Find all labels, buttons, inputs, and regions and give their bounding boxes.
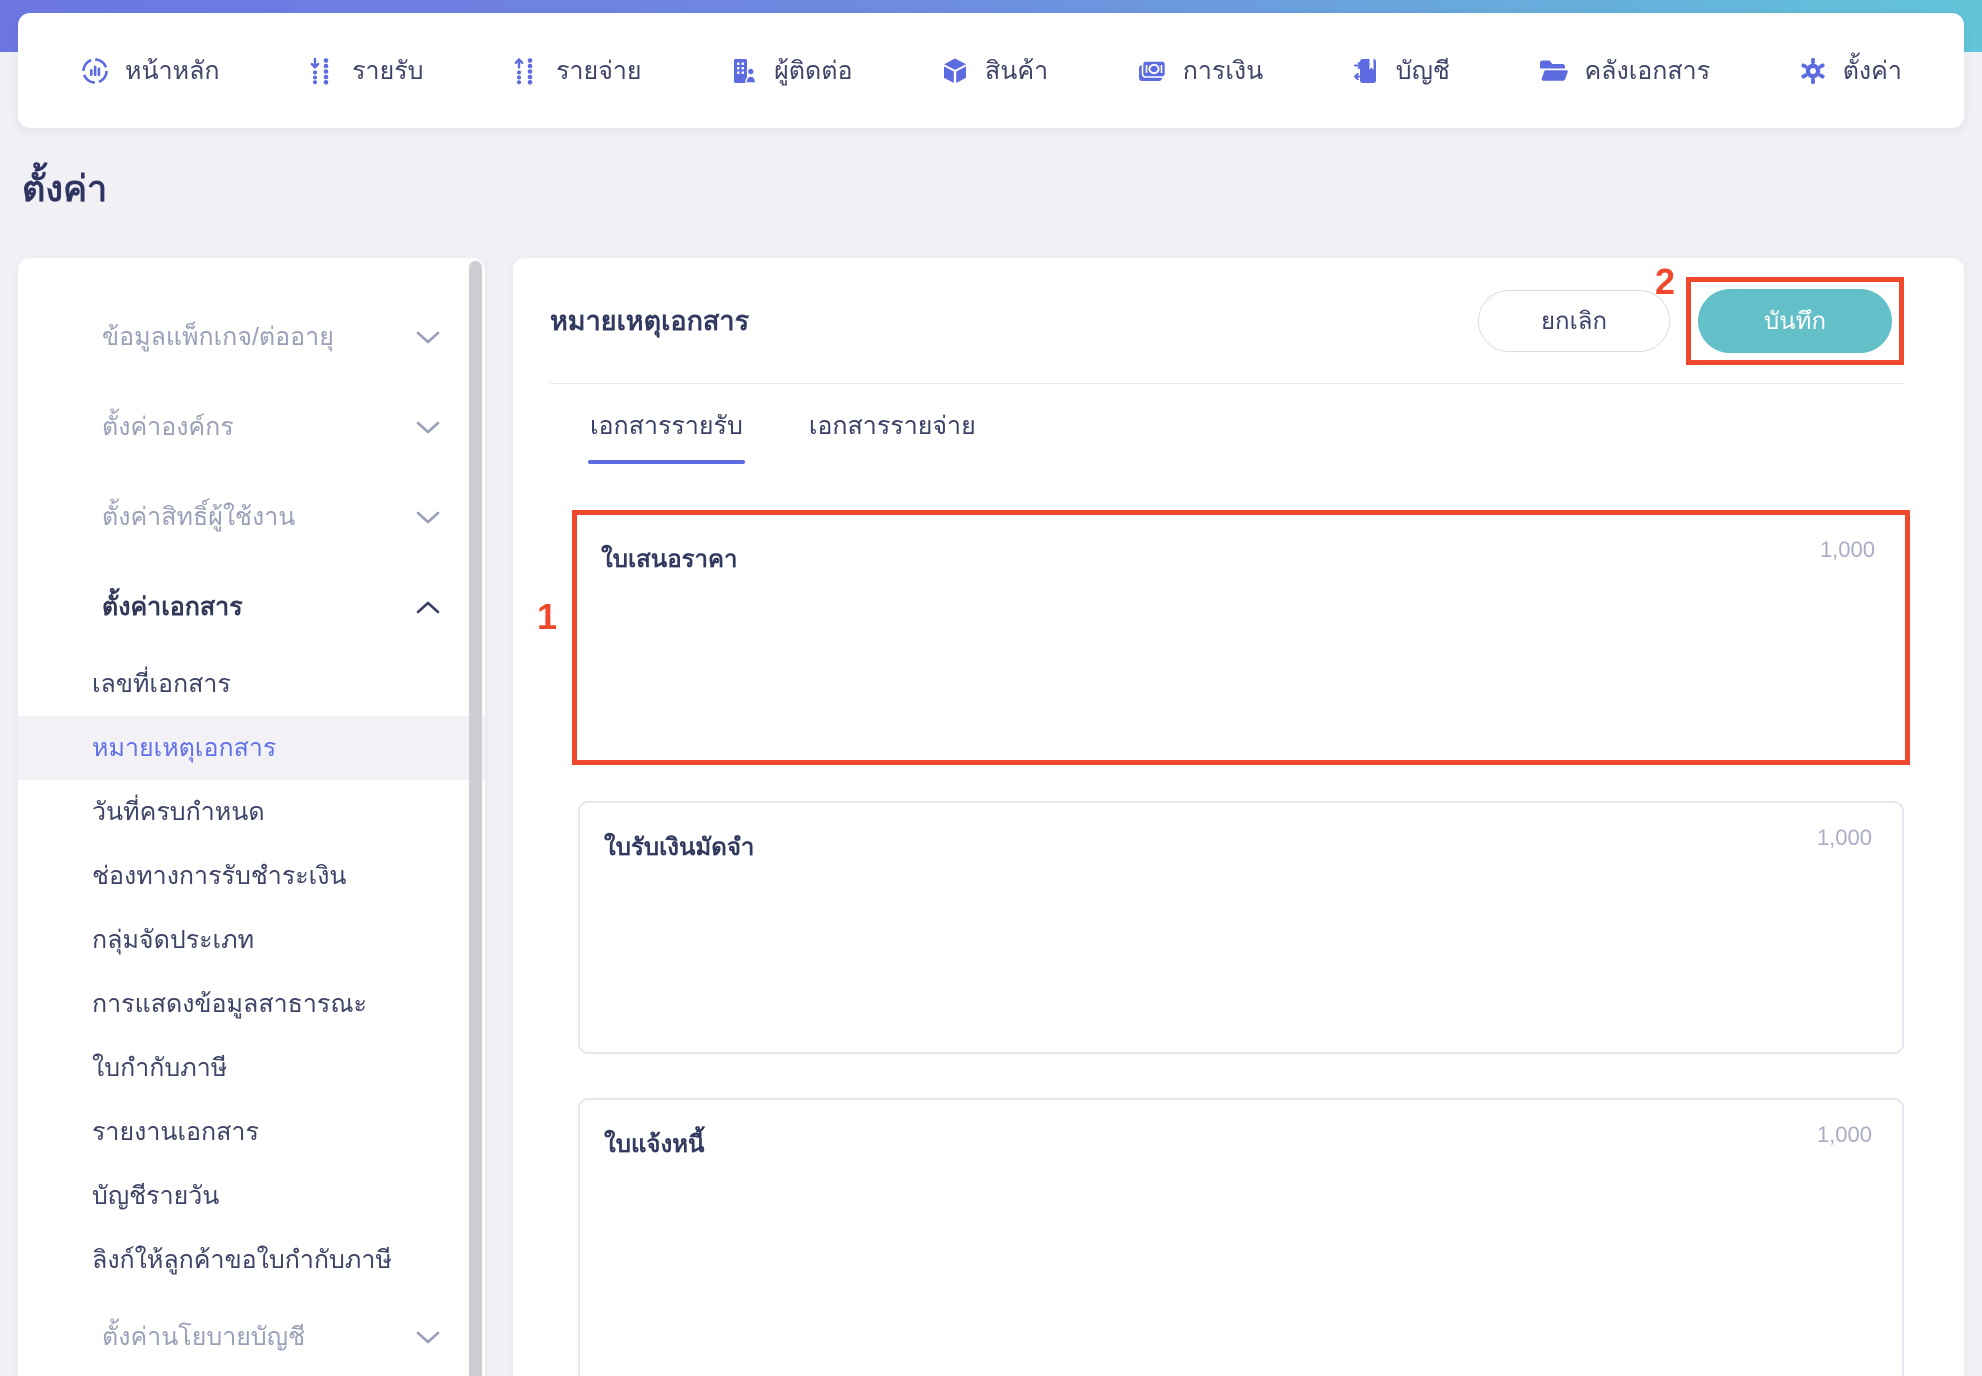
deposit-receipt-char-counter: 1,000 <box>1816 825 1872 850</box>
income-icon <box>310 57 329 85</box>
panel-title: หมายเหตุเอกสาร <box>550 306 750 336</box>
sidebar-scrollbar-thumb[interactable] <box>469 261 482 1376</box>
panel-header: หมายเหตุเอกสาร ยกเลิก 2 บันทึก <box>550 258 1904 383</box>
nav-item-products[interactable]: สินค้า <box>940 51 1048 91</box>
sidebar-item-daily-journal[interactable]: บัญชีรายวัน <box>92 1182 220 1210</box>
nav-item-label: ผู้ติดต่อ <box>774 56 853 85</box>
nav-item-label: ตั้งค่า <box>1842 56 1902 85</box>
panel-actions: ยกเลิก 2 บันทึก <box>1478 263 1904 365</box>
nav-item-document-storage[interactable]: คลังเอกสาร <box>1537 51 1710 91</box>
sidebar-item-document-notes[interactable]: หมายเหตุเอกสาร <box>18 716 485 780</box>
nav-item-label: บัญชี <box>1395 56 1450 85</box>
nav-item-finance[interactable]: การเงิน <box>1136 51 1263 91</box>
annotation-step-2: 2 <box>1655 260 1676 302</box>
accounting-icon <box>1353 58 1376 83</box>
nav-item-income[interactable]: รายรับ <box>307 51 424 91</box>
sidebar-item-public-info[interactable]: การแสดงข้อมูลสาธารณะ <box>92 990 367 1018</box>
sidebar-item-document-reports[interactable]: รายงานเอกสาร <box>92 1118 259 1146</box>
sidebar-item-tax-invoice[interactable]: ใบกำกับภาษี <box>92 1054 228 1082</box>
sidebar-group-accounting-policy[interactable]: ตั้งค่านโยบายบัญชี <box>18 1292 485 1376</box>
tab-expense-documents[interactable]: เอกสารรายจ่าย <box>808 412 976 440</box>
deposit-receipt-note-label: ใบรับเงินมัดจำ <box>604 834 755 861</box>
chevron-down-icon <box>416 421 440 434</box>
deposit-receipt-note-textarea[interactable]: ใบรับเงินมัดจำ 1,000 <box>578 801 1904 1054</box>
nav-item-label: สินค้า <box>985 56 1049 85</box>
nav-item-label: รายรับ <box>352 56 424 85</box>
sidebar-item-tax-invoice-request-link[interactable]: ลิงก์ให้ลูกค้าขอใบกำกับภาษี <box>92 1246 392 1274</box>
contacts-icon <box>734 58 757 84</box>
page-title: ตั้งค่า <box>22 168 108 209</box>
invoice-note-textarea[interactable]: ใบแจ้งหนี้ 1,000 <box>578 1098 1904 1376</box>
quotation-note-textarea[interactable]: ใบเสนอราคา 1,000 <box>577 515 1905 760</box>
note-fields: 1 ใบเสนอราคา 1,000 ใบรับเงินมัดจำ 1,000 … <box>537 510 1910 1376</box>
settings-icon <box>1801 57 1825 84</box>
top-navigation: หน้าหลัก รายรับ รายจ่าย <box>18 13 1964 128</box>
sidebar-item-due-date[interactable]: วันที่ครบกำหนด <box>92 798 265 826</box>
document-storage-icon <box>1540 60 1570 82</box>
sidebar-group-organization[interactable]: ตั้งค่าองค์กร <box>18 382 485 472</box>
nav-item-settings[interactable]: ตั้งค่า <box>1798 51 1902 91</box>
cancel-button[interactable]: ยกเลิก <box>1478 289 1670 352</box>
products-icon <box>944 58 967 83</box>
nav-item-label: คลังเอกสาร <box>1584 56 1711 85</box>
expense-icon <box>514 57 533 85</box>
nav-item-contacts[interactable]: ผู้ติดต่อ <box>729 51 852 91</box>
quotation-annotation-box: 1 ใบเสนอราคา 1,000 <box>537 510 1910 765</box>
finance-icon <box>1138 59 1167 81</box>
nav-item-label: หน้าหลัก <box>125 56 220 85</box>
chevron-down-icon <box>416 511 440 524</box>
chevron-up-icon <box>416 601 440 614</box>
save-button-annotation-box: 2 บันทึก <box>1655 263 1904 365</box>
nav-item-label: การเงิน <box>1182 56 1264 85</box>
nav-item-expense[interactable]: รายจ่าย <box>511 51 642 91</box>
chevron-down-icon <box>416 1331 440 1344</box>
sidebar-item-document-number[interactable]: เลขที่เอกสาร <box>92 670 231 698</box>
sidebar-group-package[interactable]: ข้อมูลแพ็กเกจ/ต่ออายุ <box>18 292 485 382</box>
quotation-char-counter: 1,000 <box>1819 537 1875 562</box>
document-type-tabs: เอกสารรายรับ เอกสารรายจ่าย <box>550 406 1904 464</box>
tab-income-documents[interactable]: เอกสารรายรับ <box>588 406 745 464</box>
sidebar-item-payment-channels[interactable]: ช่องทางการรับชำระเงิน <box>92 862 347 890</box>
sidebar-item-category-groups[interactable]: กลุ่มจัดประเภท <box>92 926 255 954</box>
quotation-note-label: ใบเสนอราคา <box>601 546 738 573</box>
nav-item-accounting[interactable]: บัญชี <box>1351 51 1450 91</box>
header-divider <box>550 383 1904 384</box>
chevron-down-icon <box>416 331 440 344</box>
active-tab-underline <box>588 460 745 464</box>
sidebar-group-user-permissions[interactable]: ตั้งค่าสิทธิ์ผู้ใช้งาน <box>18 472 485 562</box>
sidebar-group-documents[interactable]: ตั้งค่าเอกสาร <box>18 562 485 652</box>
annotation-step-1: 1 <box>537 596 558 637</box>
home-dashboard-icon <box>82 57 108 84</box>
invoice-note-label: ใบแจ้งหนี้ <box>604 1131 705 1158</box>
nav-item-label: รายจ่าย <box>556 56 642 85</box>
save-button[interactable]: บันทึก <box>1698 288 1892 353</box>
document-notes-panel: หมายเหตุเอกสาร ยกเลิก 2 บันทึก เอกสารราย… <box>513 258 1964 1376</box>
invoice-char-counter: 1,000 <box>1816 1122 1872 1147</box>
settings-sidebar: ข้อมูลแพ็กเกจ/ต่ออายุ ตั้งค่าองค์กร ตั้ง… <box>18 258 485 1376</box>
nav-item-home[interactable]: หน้าหลัก <box>80 51 220 91</box>
